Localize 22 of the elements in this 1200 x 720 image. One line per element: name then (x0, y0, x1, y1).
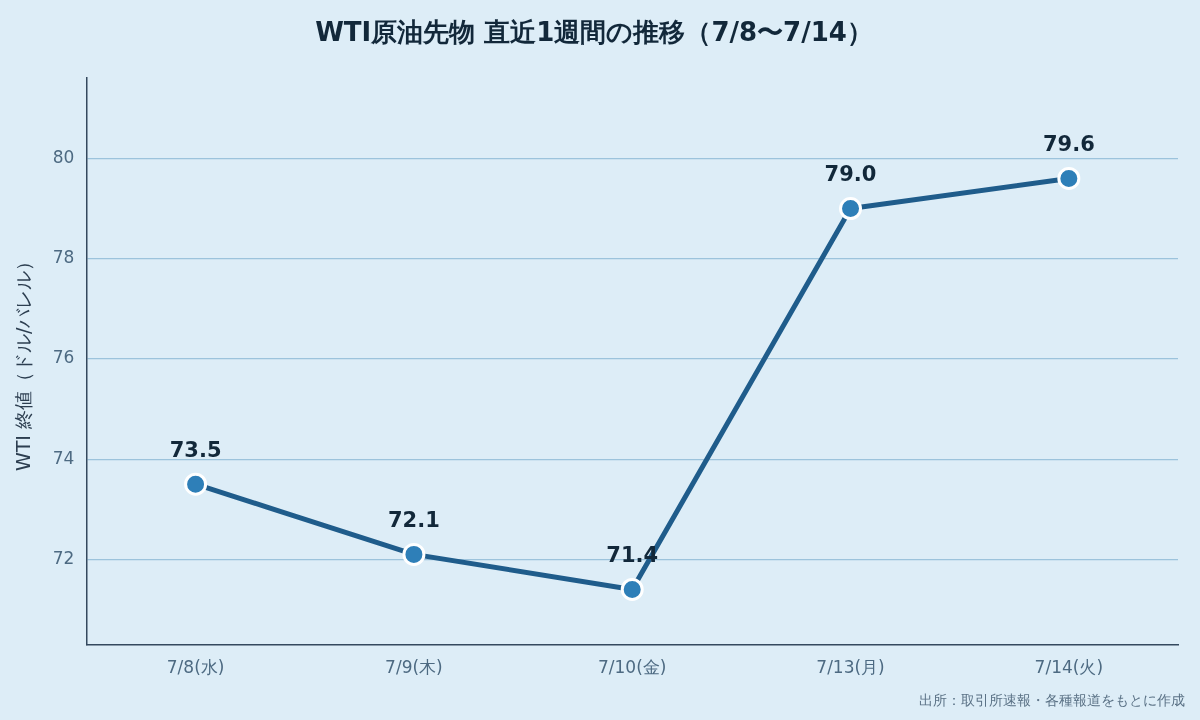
y-tick-label: 78 (52, 247, 75, 268)
point (184, 472, 208, 496)
data-label: 73.5 (169, 438, 222, 463)
y-axis-title: WTI 終値（ドル/バレル） (12, 251, 35, 472)
x-tick-label: 7/10(金) (597, 657, 667, 678)
y-tick-label: 80 (52, 146, 75, 167)
point (620, 577, 644, 601)
chart-title: WTI原油先物 直近1週間の推移（7/8〜7/14） (315, 17, 873, 48)
y-tick-label: 76 (52, 347, 75, 368)
x-tick-label: 7/8(水) (166, 657, 225, 678)
x-tick-label: 7/9(木) (385, 657, 443, 678)
data-label: 79.6 (1042, 132, 1095, 157)
x-tick-label: 7/14(火) (1034, 657, 1104, 678)
x-tick-label: 7/13(月) (816, 657, 885, 678)
point (402, 542, 426, 566)
point (839, 197, 863, 221)
point (1057, 166, 1081, 190)
y-tick-label: 74 (52, 447, 75, 468)
data-label: 72.1 (387, 508, 440, 533)
text: 出所：取引所速報・各種報道をもとに作成 (919, 691, 1185, 708)
y-tick-label: 72 (52, 547, 75, 568)
data-label: 79.0 (824, 162, 877, 187)
